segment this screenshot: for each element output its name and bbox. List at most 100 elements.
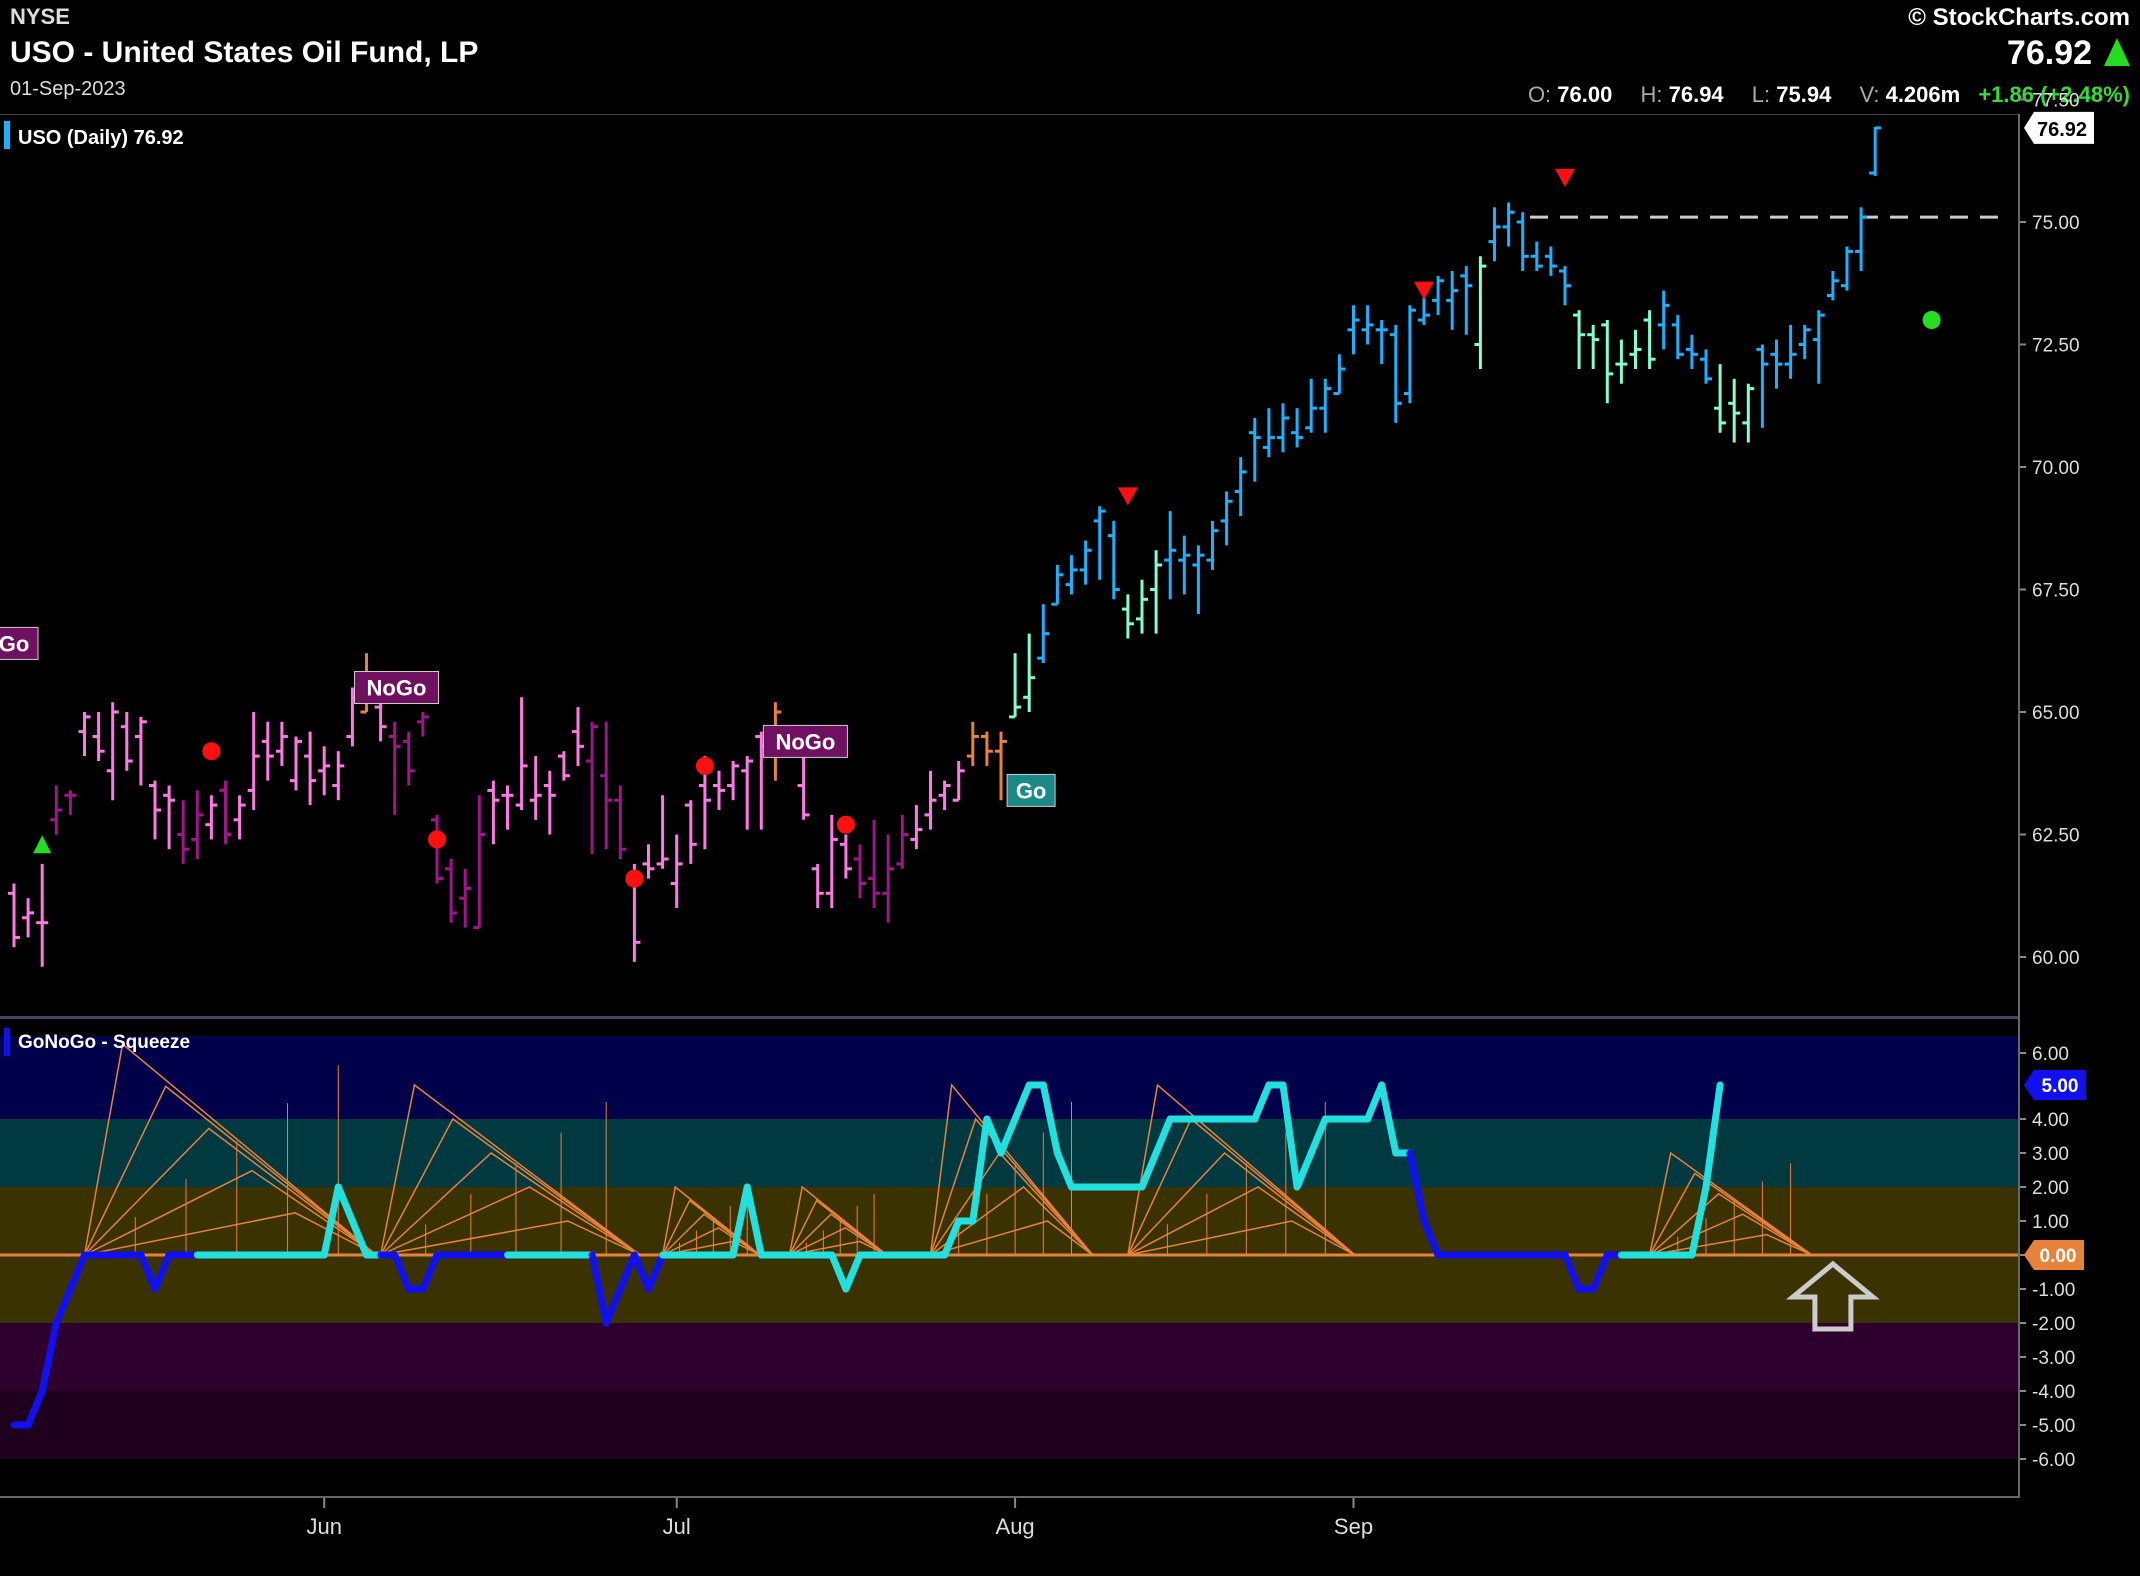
right-axis-line bbox=[2018, 114, 2020, 1498]
squeeze-legend-swatch bbox=[4, 1028, 10, 1056]
ohlc-bar bbox=[1460, 266, 1473, 335]
ohlc-bar bbox=[825, 814, 838, 908]
brand-logo[interactable]: © StockCharts.com bbox=[1908, 4, 2130, 31]
last-price: 76.92 bbox=[2006, 34, 2092, 72]
ohlc-bar bbox=[1361, 305, 1374, 345]
price-axis-label: 77.50 bbox=[2032, 91, 2080, 112]
ohlc-bar bbox=[882, 834, 895, 923]
squeeze-cone-line bbox=[83, 1127, 377, 1256]
red-dot-marker bbox=[428, 830, 446, 849]
red-dot-marker bbox=[836, 815, 855, 834]
squeeze-line-segment bbox=[52, 1285, 74, 1327]
squeeze-band bbox=[0, 1391, 2018, 1459]
squeeze-cone-line bbox=[1127, 1083, 1356, 1256]
ohlc-bar bbox=[1347, 305, 1360, 355]
squeeze-cone-line bbox=[83, 1085, 377, 1256]
squeeze-line-segment bbox=[1420, 1217, 1442, 1259]
ohlc-bar bbox=[1502, 202, 1515, 247]
ohlc-bar bbox=[233, 795, 246, 840]
y-tick bbox=[2018, 98, 2026, 101]
panel-divider bbox=[0, 1016, 2020, 1019]
red-dot-marker bbox=[202, 742, 221, 761]
ohlc-bar bbox=[896, 814, 909, 869]
price-axis-label: 60.00 bbox=[2032, 948, 2080, 969]
squeeze-cone-line bbox=[930, 1220, 1094, 1256]
squeeze-line-segment bbox=[1589, 1251, 1611, 1293]
ohlc-bar bbox=[1121, 594, 1134, 639]
ohlc-bar bbox=[416, 712, 429, 737]
ohlc-bar bbox=[487, 780, 500, 845]
ohlc-bar bbox=[797, 746, 810, 820]
ohlc-readout: O: 76.00 H: 76.94 L: 75.94 V: 4.206m +1.… bbox=[1506, 82, 2130, 108]
zero-value-tag: 0.00 bbox=[2024, 1240, 2084, 1270]
ohlc-bar bbox=[431, 814, 443, 884]
squeeze-cone-line bbox=[1127, 1186, 1356, 1256]
ohlc-bar bbox=[1192, 545, 1205, 614]
y-tick bbox=[2018, 1186, 2026, 1188]
ohlc-bar bbox=[1375, 320, 1388, 365]
squeeze-cone-line bbox=[788, 1185, 888, 1256]
red-triangle-marker bbox=[1117, 487, 1138, 506]
ohlc-bar bbox=[1488, 207, 1501, 262]
signal-label: NoGo bbox=[354, 671, 439, 704]
ohlc-bar bbox=[1009, 653, 1022, 719]
ohlc-bar bbox=[374, 697, 387, 742]
chart-date: 01-Sep-2023 bbox=[10, 78, 126, 100]
ohlc-bar bbox=[557, 751, 570, 781]
zero-value-tag-box bbox=[2024, 1240, 2084, 1270]
ohlc-bar bbox=[1206, 520, 1219, 570]
ohlc-bar bbox=[515, 697, 528, 810]
squeeze-line-segment bbox=[645, 1251, 667, 1293]
ohlc-bar bbox=[473, 795, 486, 930]
squeeze-line-segment bbox=[320, 1183, 342, 1259]
ohlc-bar bbox=[713, 770, 725, 810]
ohlc-bar bbox=[1714, 364, 1727, 433]
ohlc-bar bbox=[36, 863, 49, 967]
ohlc-bar bbox=[839, 834, 852, 879]
squeeze-cone bbox=[379, 1083, 641, 1256]
squeeze-cone-line bbox=[1127, 1151, 1356, 1256]
ohlc-bar bbox=[402, 731, 415, 786]
ohlc-bar bbox=[50, 785, 63, 835]
ohlc-bar bbox=[543, 770, 556, 835]
squeeze-line-segment bbox=[729, 1183, 751, 1259]
squeeze-line-segment bbox=[743, 1183, 765, 1259]
ohlc-bar bbox=[1601, 320, 1614, 404]
y-tick bbox=[2018, 1052, 2026, 1054]
squeeze-line-segment bbox=[151, 1251, 173, 1293]
ohlc-bar bbox=[529, 756, 542, 820]
price-axis-label: 65.00 bbox=[2032, 703, 2080, 724]
y-tick bbox=[2018, 1288, 2026, 1290]
y-tick bbox=[2018, 711, 2026, 713]
squeeze-axis-label: 1.00 bbox=[2032, 1212, 2069, 1233]
ohlc-bar bbox=[459, 868, 472, 928]
ohlc-bar bbox=[572, 707, 584, 766]
squeeze-line-segment bbox=[602, 1285, 624, 1327]
squeeze-cone-line bbox=[379, 1117, 641, 1256]
ohlc-bar bbox=[1389, 324, 1402, 423]
ohlc-bar bbox=[205, 795, 218, 840]
squeeze-line-segment bbox=[1688, 1183, 1710, 1259]
ohlc-bar bbox=[1305, 378, 1318, 433]
ohlc-bar bbox=[1474, 256, 1487, 369]
ohlc-bar bbox=[1150, 550, 1163, 634]
squeeze-axis-label: 4.00 bbox=[2032, 1110, 2069, 1131]
ohlc-bar bbox=[149, 780, 161, 840]
y-tick bbox=[2018, 1322, 2026, 1324]
signal-label-box bbox=[762, 724, 848, 758]
squeeze-cone bbox=[1648, 1151, 1813, 1256]
squeeze-line-segment bbox=[38, 1319, 60, 1395]
squeeze-cone-line bbox=[1649, 1213, 1813, 1256]
squeeze-axis-label: 6.00 bbox=[2032, 1044, 2069, 1065]
ohlc-bar bbox=[388, 721, 401, 815]
symbol-title: USO - United States Oil Fund, LP bbox=[10, 36, 479, 69]
red-triangle-marker bbox=[1414, 281, 1434, 300]
squeeze-cone bbox=[661, 1185, 761, 1256]
squeeze-axis-label: -6.00 bbox=[2032, 1450, 2075, 1471]
squeeze-line-segment bbox=[828, 1251, 850, 1293]
ohlc-bar bbox=[1065, 555, 1078, 595]
zero-value-tag-text: 0.00 bbox=[2040, 1246, 2077, 1267]
squeeze-axis-label: -2.00 bbox=[2032, 1314, 2075, 1335]
ohlc-bar bbox=[1812, 310, 1825, 384]
